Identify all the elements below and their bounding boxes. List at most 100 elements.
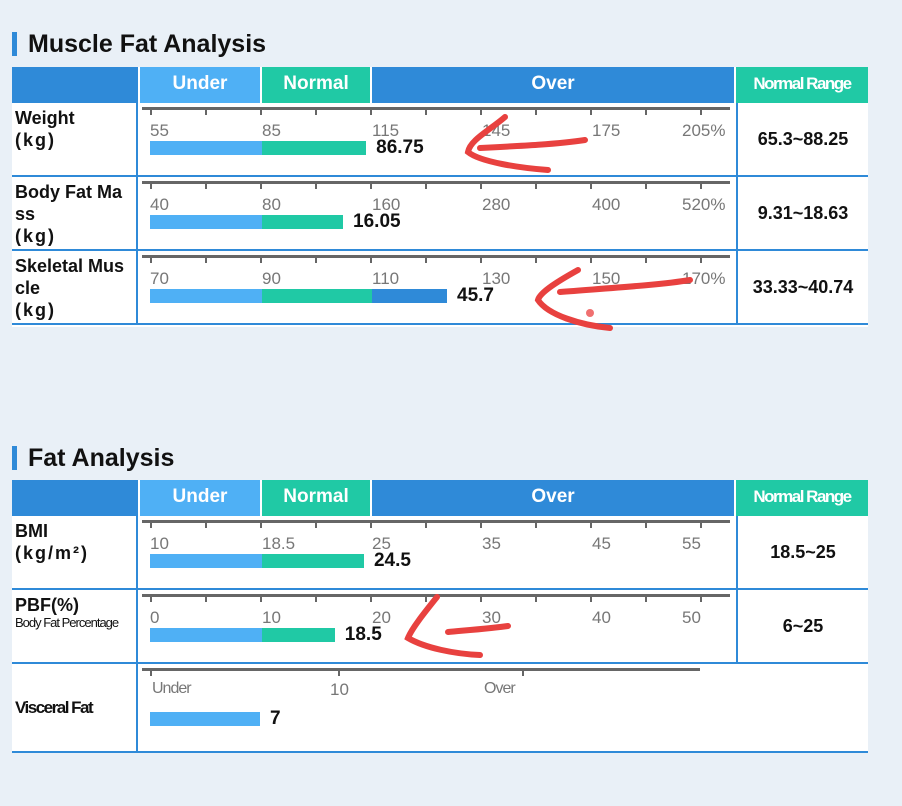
scale-axis [142, 255, 730, 258]
scale-tick [260, 520, 262, 528]
scale-tick [205, 255, 207, 263]
fat-analysis-table: Under Normal Over Normal Range BMI (kg/m²) 10 1… [12, 480, 868, 753]
scale-tick-label: 35 [482, 534, 501, 553]
scale-tick-label: 55 [150, 121, 169, 140]
scale-tick [315, 520, 317, 528]
scale-tick [480, 107, 482, 115]
value-bar [150, 289, 262, 303]
muscle-fat-table: Under Normal Over Normal Range Weight (kg) 55 8… [12, 67, 868, 327]
visceral-fat-label: Visceral Fat [12, 664, 138, 751]
measured-value: 16.05 [353, 211, 401, 232]
header-normal: Normal [262, 480, 370, 516]
header-normal: Normal [262, 67, 370, 103]
value-bar [372, 289, 447, 303]
scale-tick [645, 594, 647, 602]
scale-tick-label: 150 [592, 269, 621, 288]
scale-tick [700, 181, 702, 189]
scale-tick-label: 400 [592, 195, 621, 214]
scale-tick [425, 107, 427, 115]
scale-tick-label: 80 [262, 195, 281, 214]
scale-tick [315, 181, 317, 189]
scale-tick [700, 107, 702, 115]
metric-name: Body Fat Ma ss [15, 182, 123, 224]
scale-tick-label: Under [152, 680, 192, 697]
scale-tick-label: 20 [372, 608, 391, 627]
scale-tick [260, 594, 262, 602]
scale-tick [205, 107, 207, 115]
scale-tick-label: 85 [262, 121, 281, 140]
scale-tick [260, 107, 262, 115]
section-title-fat: Fat Analysis [12, 444, 174, 472]
scale-tick-label: 0 [150, 608, 160, 627]
scale-tick [480, 520, 482, 528]
scale-tick-label: 45 [592, 534, 611, 553]
scale-tick [590, 107, 592, 115]
scale-tick-label: Over [484, 680, 516, 697]
scale-tick [315, 107, 317, 115]
scale-tick [480, 255, 482, 263]
scale-tick [535, 255, 537, 263]
value-bar [262, 289, 372, 303]
scale-tick-label: 280 [482, 195, 511, 214]
scale-tick-label: 30 [482, 608, 501, 627]
scale-tick [535, 520, 537, 528]
scale-tick [150, 107, 152, 115]
scale-tick-label: 205% [682, 121, 726, 140]
scale-tick-label: 110 [372, 269, 400, 288]
scale-tick [370, 107, 372, 115]
scale-tick-label: 170% [682, 269, 726, 288]
scale-tick-label: 70 [150, 269, 169, 288]
scale-tick [535, 107, 537, 115]
header-normal-range: Normal Range [736, 480, 868, 516]
metric-name: PBF(%) [15, 595, 79, 615]
value-bar [262, 554, 364, 568]
scale-tick [522, 668, 524, 676]
header-under: Under [140, 480, 260, 516]
header-over: Over [372, 67, 734, 103]
scale-tick-label: 145 [482, 121, 511, 140]
scale-tick-label: 90 [262, 269, 281, 288]
scale-axis [142, 668, 700, 671]
scale-tick [370, 520, 372, 528]
scale-tick [645, 520, 647, 528]
value-bar [150, 215, 262, 229]
scale-tick [645, 107, 647, 115]
row-label: Body Fat Ma ss (kg) [12, 177, 138, 249]
scale-tick [425, 520, 427, 528]
scale-tick-label: 10 [150, 534, 169, 553]
scale-axis [142, 520, 730, 523]
scale-tick [338, 668, 340, 676]
scale-tick [480, 594, 482, 602]
metric-unit: (kg/m²) [15, 543, 89, 563]
scale-tick [150, 181, 152, 189]
metric-subtitle: Body Fat Percentage [15, 615, 119, 630]
value-bar [150, 628, 262, 642]
scale-tick [480, 181, 482, 189]
scale-tick-label: 160 [372, 195, 401, 214]
row-label: Weight (kg) [12, 103, 138, 175]
value-bar [262, 215, 344, 229]
metric-name: Skeletal Mus cle [15, 256, 125, 298]
scale-tick-label: 10 [330, 680, 349, 699]
measured-value: 45.7 [457, 285, 494, 306]
scale-tick [425, 181, 427, 189]
scale-tick [535, 594, 537, 602]
section-title-muscle-fat: Muscle Fat Analysis [12, 30, 266, 58]
row-label: PBF(%) Body Fat Percentage [12, 590, 138, 662]
scale-tick-label: 40 [592, 608, 611, 627]
measured-value: 24.5 [373, 550, 411, 571]
table-row: BMI (kg/m²) 10 18.5 25 35 45 55 24.5 18.5~25 [12, 516, 868, 590]
scale-tick [150, 594, 152, 602]
normal-range-value: 18.5~25 [736, 516, 868, 588]
scale-tick [260, 181, 262, 189]
scale-tick [370, 594, 372, 602]
scale-tick [150, 668, 152, 676]
scale-tick [150, 255, 152, 263]
measured-value: 86.75 [376, 137, 424, 158]
value-bar [150, 554, 262, 568]
table-row: Skeletal Mus cle (kg) 70 90 110 130 150 170% 45.… [12, 251, 868, 325]
header-blank [12, 67, 138, 103]
scale-tick [645, 255, 647, 263]
scale-tick [205, 520, 207, 528]
scale-tick [590, 520, 592, 528]
